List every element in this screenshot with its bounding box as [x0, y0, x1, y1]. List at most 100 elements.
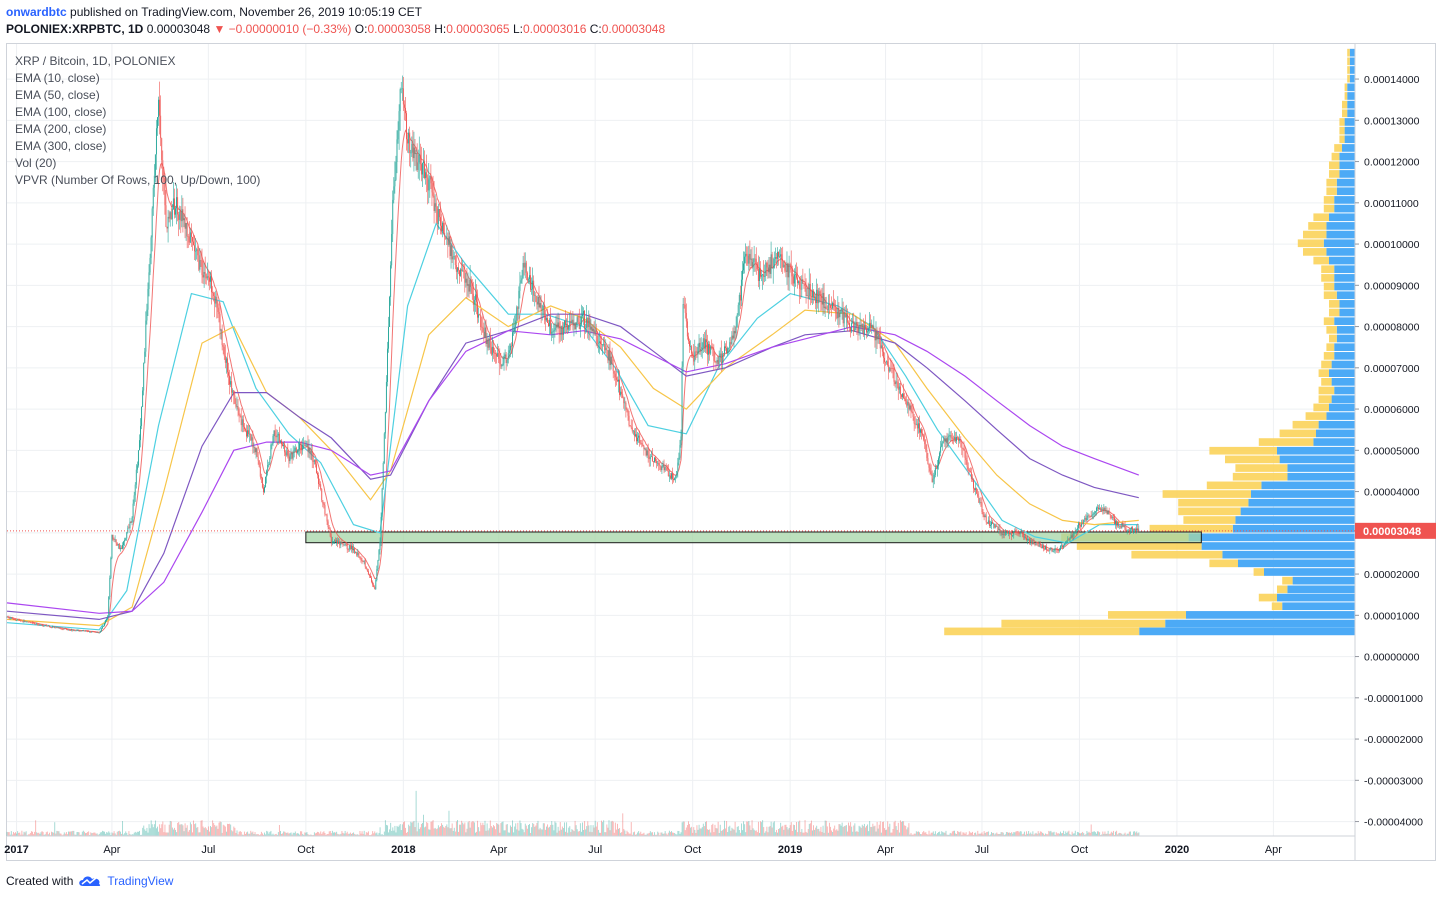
volume-bar: [884, 828, 885, 836]
candle-body: [827, 304, 829, 311]
candle-body: [198, 255, 200, 270]
volume-bar: [702, 823, 704, 836]
legend-ema10[interactable]: EMA (10, close): [15, 71, 100, 85]
legend-ema50[interactable]: EMA (50, close): [15, 88, 100, 102]
volume-bar: [486, 823, 488, 836]
candle-body: [900, 394, 902, 397]
candle-body: [282, 444, 283, 447]
y-tick-label: 0.00000000: [1364, 652, 1420, 664]
ema-line: [6, 222, 1139, 631]
volume-bar: [574, 820, 576, 836]
candle-body: [978, 496, 980, 503]
volume-bar: [769, 825, 771, 836]
candle-body: [129, 521, 131, 529]
volume-bar: [347, 833, 349, 836]
candle-body: [448, 236, 450, 245]
volume-bar: [373, 833, 375, 836]
candle-body: [787, 263, 789, 278]
candle-body: [807, 295, 809, 299]
volume-bar: [816, 825, 818, 836]
legend-volume[interactable]: Vol (20): [15, 156, 57, 170]
volume-bar: [192, 832, 193, 836]
volume-bar: [691, 826, 693, 836]
volume-bar: [1046, 834, 1048, 836]
candle-body: [861, 323, 863, 328]
candle-body: [1055, 548, 1057, 550]
candle-body: [175, 208, 176, 215]
volume-bar: [632, 832, 634, 836]
candle-body: [42, 624, 44, 627]
volume-bar: [1105, 833, 1107, 836]
candle-body: [531, 289, 533, 291]
volume-bar: [1056, 833, 1058, 836]
candle-body: [982, 511, 984, 515]
volume-bar: [837, 830, 839, 836]
volume-bar: [798, 821, 800, 836]
candle-body: [970, 472, 972, 480]
volume-bar: [379, 827, 381, 836]
candle-body: [663, 464, 665, 471]
volume-bar: [47, 834, 49, 836]
candle-body: [151, 208, 153, 238]
candle-body: [935, 467, 937, 469]
volume-bar: [162, 821, 164, 836]
candle-body: [510, 345, 512, 347]
volume-bar: [1112, 830, 1114, 836]
candle-body: [986, 522, 988, 524]
volume-bar: [657, 831, 659, 836]
publisher-name[interactable]: onwardbtc: [6, 5, 67, 19]
candle-body: [712, 347, 714, 349]
candle-body: [719, 353, 721, 357]
vp-down-bar: [1282, 576, 1293, 585]
candle-body: [961, 442, 963, 449]
volume-bar: [602, 822, 604, 836]
candle-body: [464, 271, 466, 283]
volume-bar: [115, 834, 117, 836]
candle-body: [218, 312, 220, 315]
volume-bar: [138, 831, 139, 836]
volume-bar: [478, 827, 480, 836]
volume-bar: [271, 834, 273, 836]
candle-body: [52, 626, 54, 628]
legend-vpvr[interactable]: VPVR (Number Of Rows, 100, Up/Down, 100): [15, 173, 261, 187]
volume-bar: [612, 821, 614, 836]
candle-body: [469, 279, 471, 292]
volume-bar: [504, 830, 506, 836]
candle-body: [207, 276, 209, 278]
candle-body: [804, 283, 806, 286]
symbol-line: POLONIEX:XRPBTC, 1D 0.00003048 ▼ −0.0000…: [6, 22, 665, 36]
volume-bar: [677, 830, 679, 836]
volume-bar: [231, 830, 233, 836]
volume-bar: [384, 820, 386, 836]
tradingview-brand[interactable]: TradingView: [107, 874, 174, 888]
volume-bar: [762, 820, 764, 836]
candle-body: [279, 440, 281, 442]
volume-bar: [806, 832, 808, 836]
volume-bar: [1045, 833, 1047, 836]
volume-bar: [1023, 831, 1025, 836]
candle-body: [1045, 546, 1047, 550]
volume-bar: [267, 831, 269, 836]
legend-ema100[interactable]: EMA (100, close): [15, 105, 107, 119]
volume-bar: [871, 826, 873, 836]
candle-body: [166, 226, 168, 229]
candle-body: [749, 253, 751, 260]
legend-ema300[interactable]: EMA (300, close): [15, 139, 107, 153]
volume-bar: [261, 833, 263, 836]
volume-bar: [422, 822, 423, 836]
candle-body: [211, 276, 212, 293]
candle-body: [1073, 532, 1075, 534]
volume-bar: [717, 821, 719, 836]
volume-bar: [214, 824, 216, 836]
volume-bar: [1058, 833, 1060, 836]
candle-body: [744, 256, 746, 264]
volume-bar: [732, 828, 734, 836]
candle-body: [488, 338, 490, 348]
candle-body: [1122, 523, 1124, 527]
candle-body: [980, 501, 982, 503]
legend-ema200[interactable]: EMA (200, close): [15, 122, 107, 136]
volume-bar: [708, 829, 710, 836]
legend-title: XRP / Bitcoin, 1D, POLONIEX: [15, 54, 176, 68]
volume-bar: [1096, 833, 1097, 836]
